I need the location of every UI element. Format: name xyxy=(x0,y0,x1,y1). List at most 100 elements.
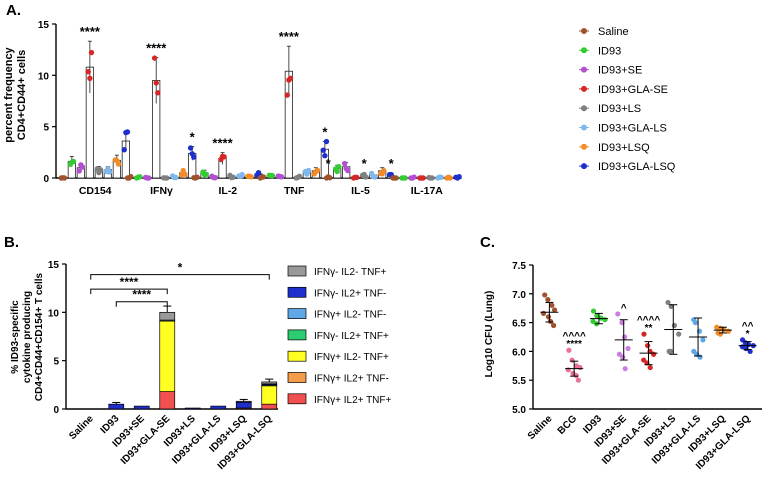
a-point xyxy=(420,175,426,181)
a-legend-label: ID93+GLA-SE xyxy=(598,84,668,96)
a-point xyxy=(88,49,95,56)
a-point xyxy=(296,173,303,180)
a-point xyxy=(447,175,453,181)
a-point xyxy=(345,167,351,174)
b-stack-segment xyxy=(159,320,176,392)
c-y-tick-label: 6.0 xyxy=(512,347,526,358)
a-point xyxy=(61,175,68,181)
a-point xyxy=(438,174,444,180)
a-point xyxy=(336,163,342,170)
a-y-tick-label: 15 xyxy=(38,20,50,31)
b-stack-segment xyxy=(261,385,278,405)
a-legend-label: ID93 xyxy=(598,45,621,57)
c-point xyxy=(566,347,572,353)
b-stack-segment xyxy=(235,401,252,409)
c-point xyxy=(594,313,600,319)
a-significance-mark: * xyxy=(326,156,332,171)
a-point xyxy=(70,158,77,165)
a-point xyxy=(230,174,236,180)
b-stack-segment xyxy=(235,400,252,403)
c-point xyxy=(717,331,723,337)
c-point xyxy=(540,310,547,316)
c-point xyxy=(545,314,552,320)
a-category-label: TNF xyxy=(284,185,305,197)
b-legend-label: IFNγ+ IL2- TNF+ xyxy=(314,352,389,363)
a-point xyxy=(381,167,387,174)
c-point xyxy=(671,322,677,329)
a-point xyxy=(393,175,399,181)
c-point xyxy=(551,307,558,313)
a-category-label: IL-17A xyxy=(411,185,444,197)
c-y-tick-label: 5.5 xyxy=(512,376,526,387)
panel-b-label: B. xyxy=(4,234,19,251)
c-significance-mark: ^ xyxy=(621,303,627,314)
c-point xyxy=(573,372,579,379)
b-legend-label: IFNγ- IL2+ TNF- xyxy=(314,288,386,299)
a-point xyxy=(278,174,285,180)
b-stack-segment xyxy=(210,405,227,410)
a-legend-label: ID93+GLA-LSQ xyxy=(598,161,676,173)
a-significance-mark: **** xyxy=(279,29,300,44)
panel-b-ylabel-3: CD4+CD44+CD154+ T cells xyxy=(34,272,45,401)
a-y-tick-label: 5 xyxy=(43,123,49,134)
a-point xyxy=(76,168,82,174)
c-point xyxy=(645,343,651,349)
c-y-tick-label: 6.5 xyxy=(512,319,526,330)
a-point xyxy=(239,171,245,178)
b-stack-segment xyxy=(159,311,176,321)
a-legend-label: ID93+SE xyxy=(598,65,642,77)
c-point xyxy=(565,367,571,373)
c-significance-mark: ** xyxy=(645,323,653,334)
a-legend-label: ID93+GLA-LS xyxy=(598,123,667,135)
a-point xyxy=(314,167,321,173)
b-significance-bracket xyxy=(90,288,168,295)
c-point xyxy=(676,331,682,337)
b-significance-bracket xyxy=(90,274,270,280)
c-point xyxy=(598,315,604,321)
a-point xyxy=(151,55,158,61)
b-y-tick-label: 10 xyxy=(48,308,60,319)
c-point xyxy=(665,299,671,306)
a-point xyxy=(191,154,197,160)
a-point xyxy=(429,175,435,181)
c-point xyxy=(647,364,653,371)
a-point xyxy=(221,154,227,160)
c-y-tick-label: 7.0 xyxy=(512,290,526,301)
c-significance-mark: ^^^^ xyxy=(562,331,586,342)
a-significance-mark: * xyxy=(190,129,196,144)
a-point xyxy=(153,80,159,86)
b-y-tick-label: 15 xyxy=(48,260,60,271)
c-point xyxy=(575,377,581,383)
b-legend-label: IFNγ- IL2- TNF+ xyxy=(314,267,386,278)
panel-c-label: C. xyxy=(480,234,495,251)
a-point xyxy=(85,69,91,75)
a-point xyxy=(194,174,200,180)
a-y-tick-label: 10 xyxy=(38,71,50,82)
a-point xyxy=(137,174,143,180)
b-legend-label: IFNγ- IL2+ TNF+ xyxy=(314,331,389,342)
c-category-label: Saline xyxy=(526,413,555,442)
c-significance-mark: * xyxy=(746,329,750,340)
b-significance-mark: **** xyxy=(120,275,139,289)
b-y-tick-label: 5 xyxy=(53,357,59,368)
c-point xyxy=(651,351,657,357)
a-point xyxy=(323,138,330,145)
c-point xyxy=(549,302,555,308)
a-point xyxy=(411,174,417,180)
b-legend-label: IFNγ+ IL2+ TNF+ xyxy=(314,395,392,406)
c-point xyxy=(622,366,628,372)
a-point xyxy=(146,175,152,181)
c-point xyxy=(542,292,548,298)
a-point xyxy=(124,129,131,135)
panel-c-ylabel: Log10 CFU (Lung) xyxy=(484,291,495,378)
a-point xyxy=(327,175,333,181)
a-point xyxy=(115,161,122,167)
a-point xyxy=(87,75,93,82)
a-point xyxy=(212,175,218,181)
a-significance-mark: **** xyxy=(80,24,101,39)
b-stack-segment xyxy=(133,405,150,410)
